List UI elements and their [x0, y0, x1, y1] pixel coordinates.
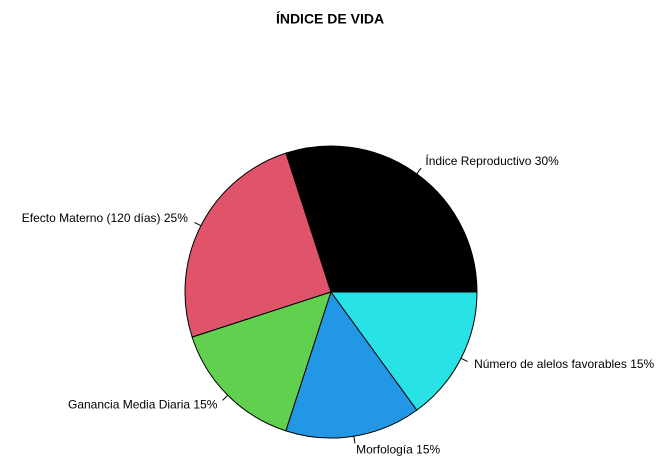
slice-label: Índice Reproductivo 30% — [425, 153, 559, 168]
leader-line — [460, 357, 468, 363]
category-label: Índice Reproductivo — [425, 153, 531, 168]
slice-label: Efecto Materno (120 días) 25% — [22, 211, 188, 225]
value-label: 15% — [630, 357, 654, 371]
category-label: Número de alelos favorables — [474, 357, 627, 371]
value-label: 15% — [193, 398, 217, 412]
slice-label: Ganancia Media Diaria 15% — [68, 398, 218, 412]
value-label: 30% — [535, 154, 559, 168]
value-label: 25% — [164, 211, 188, 225]
leader-line — [222, 394, 229, 401]
value-label: 15% — [416, 443, 440, 457]
chart-title: ÍNDICE DE VIDA — [276, 11, 384, 27]
pie-slice — [285, 290, 418, 439]
slice-label: Número de alelos favorables 15% — [474, 357, 654, 371]
leader-line — [353, 436, 356, 444]
slice-label: Morfología 15% — [356, 443, 440, 457]
category-label: Efecto Materno (120 días) — [22, 211, 161, 225]
pie-slice — [191, 291, 332, 432]
category-label: Ganancia Media Diaria — [68, 398, 190, 412]
leader-line — [194, 221, 202, 227]
pie-slice — [184, 152, 332, 338]
category-label: Morfología — [356, 443, 413, 457]
pie-slice — [330, 291, 478, 411]
pie-slice — [285, 145, 478, 293]
leader-line — [416, 167, 422, 175]
